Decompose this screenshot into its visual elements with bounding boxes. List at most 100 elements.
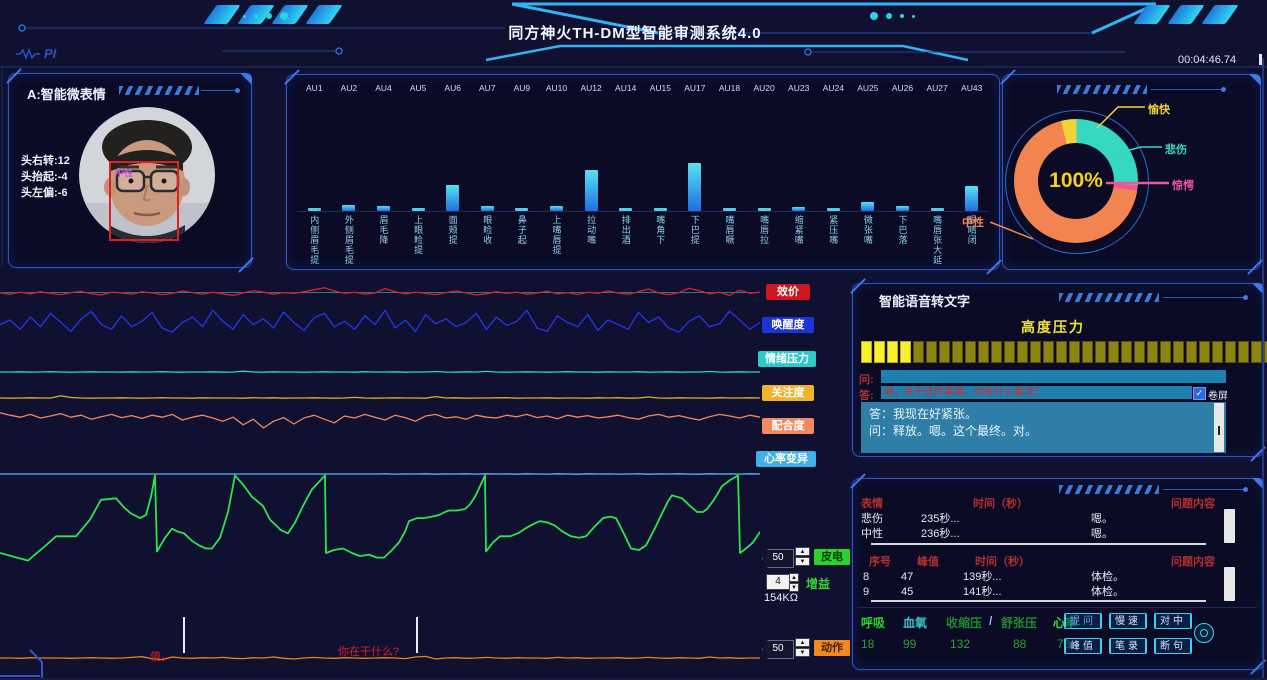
meter-segment (1043, 341, 1054, 363)
au-code: AU26 (891, 83, 914, 93)
stress-meter (861, 341, 1267, 363)
hrv-chart (0, 473, 760, 475)
au-bar (653, 208, 667, 211)
stepper-down-button[interactable]: ▼ (795, 557, 810, 566)
table-cell: 139秒... (963, 571, 1002, 583)
event-marker (416, 617, 418, 653)
au-bar (342, 205, 356, 211)
au-bar-chart: AU1 内侧眉毛提 AU2 外侧眉毛提 AU4 眉毛降 AU5 上眼睑提 AU6 面颊提 AU7 眼睑… (297, 83, 989, 269)
legend-shock: 惊愕 (1172, 180, 1194, 192)
speech-annotation: 你在干什么? (338, 646, 400, 658)
gsr-threshold-value: 50 (762, 549, 794, 568)
meter-segment (874, 341, 885, 363)
segment-button[interactable]: 断句 (1154, 638, 1192, 654)
table-cell: 235秒... (921, 513, 960, 525)
au-name: 下巴提 (689, 215, 700, 245)
meter-segment (1069, 341, 1080, 363)
au-name: 面颊提 (447, 215, 458, 245)
meter-segment (861, 341, 872, 363)
vital-diastolic: 舒张压 88 (1001, 616, 1038, 651)
au-bar (895, 206, 909, 211)
trend-label-valence: 效价 (766, 284, 810, 300)
gsr-threshold-stepper[interactable]: ▲ ▼ (795, 547, 810, 566)
au-bar (722, 208, 736, 211)
meter-segment (1121, 341, 1132, 363)
trend-label-cooperation: 配合度 (762, 418, 814, 434)
panel-stripes (119, 86, 199, 95)
face-detection-box (109, 161, 179, 241)
au-name: 嘴唇拉 (759, 215, 770, 245)
au-column: AU17 下巴提 (677, 83, 713, 269)
trend-label-stress: 情绪压力 (758, 351, 816, 367)
au-name: 紧压嘴 (828, 215, 839, 245)
panel-stripes (1059, 485, 1159, 494)
au-name: 眉毛降 (378, 215, 389, 245)
peak-button[interactable]: 峰值 (1064, 638, 1102, 654)
transcript-box: 答：我现在好紧张。 问：释放。嗯。这个最终。对。 (861, 402, 1226, 453)
autoscroll-checkbox[interactable]: ✓ (1193, 387, 1206, 400)
au-code: AU9 (513, 83, 531, 93)
au-column: AU12 拉动嘴 (573, 83, 609, 269)
table-cell: 体检。 (1091, 586, 1124, 598)
stepper-down-button[interactable]: ▼ (795, 648, 810, 657)
au-name: 上嘴唇提 (551, 215, 562, 255)
au-bar (549, 206, 563, 211)
ask-question-button[interactable]: 提问 (1064, 613, 1102, 629)
pose-pitch: 头抬起:-4 (21, 171, 68, 183)
meter-segment (1082, 341, 1093, 363)
table-scrollbar-h[interactable] (871, 543, 1206, 545)
stepper-down-button[interactable]: ▼ (789, 583, 799, 592)
panel-stripes (1057, 85, 1147, 94)
center-button[interactable]: 对中 (1154, 613, 1192, 629)
header-slashes-right (1133, 5, 1239, 24)
au-name: 外侧眉毛提 (343, 215, 354, 265)
trend-label-attention: 关注度 (762, 385, 814, 401)
au-name: 眼睛闭 (966, 215, 977, 245)
table-scrollbar[interactable] (1224, 567, 1235, 601)
record-button[interactable]: 笔录 (1109, 638, 1147, 654)
slow-speed-button[interactable]: 慢速 (1109, 613, 1147, 629)
motion-threshold-stepper[interactable]: ▲ ▼ (795, 638, 810, 657)
meter-segment (1160, 341, 1171, 363)
au-bar (619, 208, 633, 211)
au-bar-zone (297, 99, 332, 212)
au-bar-zone (746, 99, 782, 212)
au-bar-zone (954, 99, 989, 212)
pose-yaw: 头右转:12 (21, 155, 70, 167)
table-cell: 嗯。 (1091, 528, 1113, 540)
au-bar (307, 208, 321, 211)
table-cell: 45 (901, 586, 914, 598)
au-code: AU7 (479, 83, 496, 93)
answer-label: 答: (859, 390, 874, 402)
table-row[interactable]: 9 45 141秒... 体检。 (861, 585, 1249, 600)
meter-segment (1017, 341, 1028, 363)
question-input[interactable] (881, 370, 1226, 383)
stepper-up-button[interactable]: ▲ (795, 547, 810, 556)
au-code: AU12 (580, 83, 602, 93)
meter-segment (939, 341, 950, 363)
stepper-up-button[interactable]: ▲ (795, 638, 810, 647)
au-name: 嘴唇张大延 (932, 215, 943, 265)
au-name: 嘴角下 (655, 215, 666, 245)
emotion-donut-panel: 100% 愉快 悲伤 惊愕 (1000, 69, 1263, 275)
au-column: AU24 紧压嘴 (815, 83, 851, 269)
gain-input[interactable]: 4 (766, 574, 790, 590)
gsr-chart (0, 474, 760, 562)
stepper-up-button[interactable]: ▲ (789, 573, 799, 582)
col-header: 序号 (869, 556, 891, 568)
gain-stepper[interactable]: ▲ ▼ (789, 573, 799, 592)
au-column: AU20 嘴唇拉 (746, 83, 782, 269)
table-scrollbar-h[interactable] (871, 600, 1206, 602)
table-row[interactable]: 8 47 139秒... 体检。 (861, 570, 1249, 585)
au-bar-zone (815, 99, 851, 212)
table-scrollbar[interactable] (1224, 509, 1235, 543)
meter-segment (1108, 341, 1119, 363)
stress-chart (0, 370, 760, 373)
table-row[interactable]: 中性 236秒... 嗯。 (861, 527, 1249, 542)
au-code: AU10 (545, 83, 568, 93)
col-header: 峰值 (917, 556, 939, 568)
audio-status-icon[interactable] (1194, 623, 1214, 643)
answer-input[interactable]: 嗯，关于这件事情，你有什么看法？ (881, 386, 1192, 399)
table-row[interactable]: 悲伤 235秒... 嗯。 (861, 512, 1249, 527)
au-bar (930, 208, 944, 211)
